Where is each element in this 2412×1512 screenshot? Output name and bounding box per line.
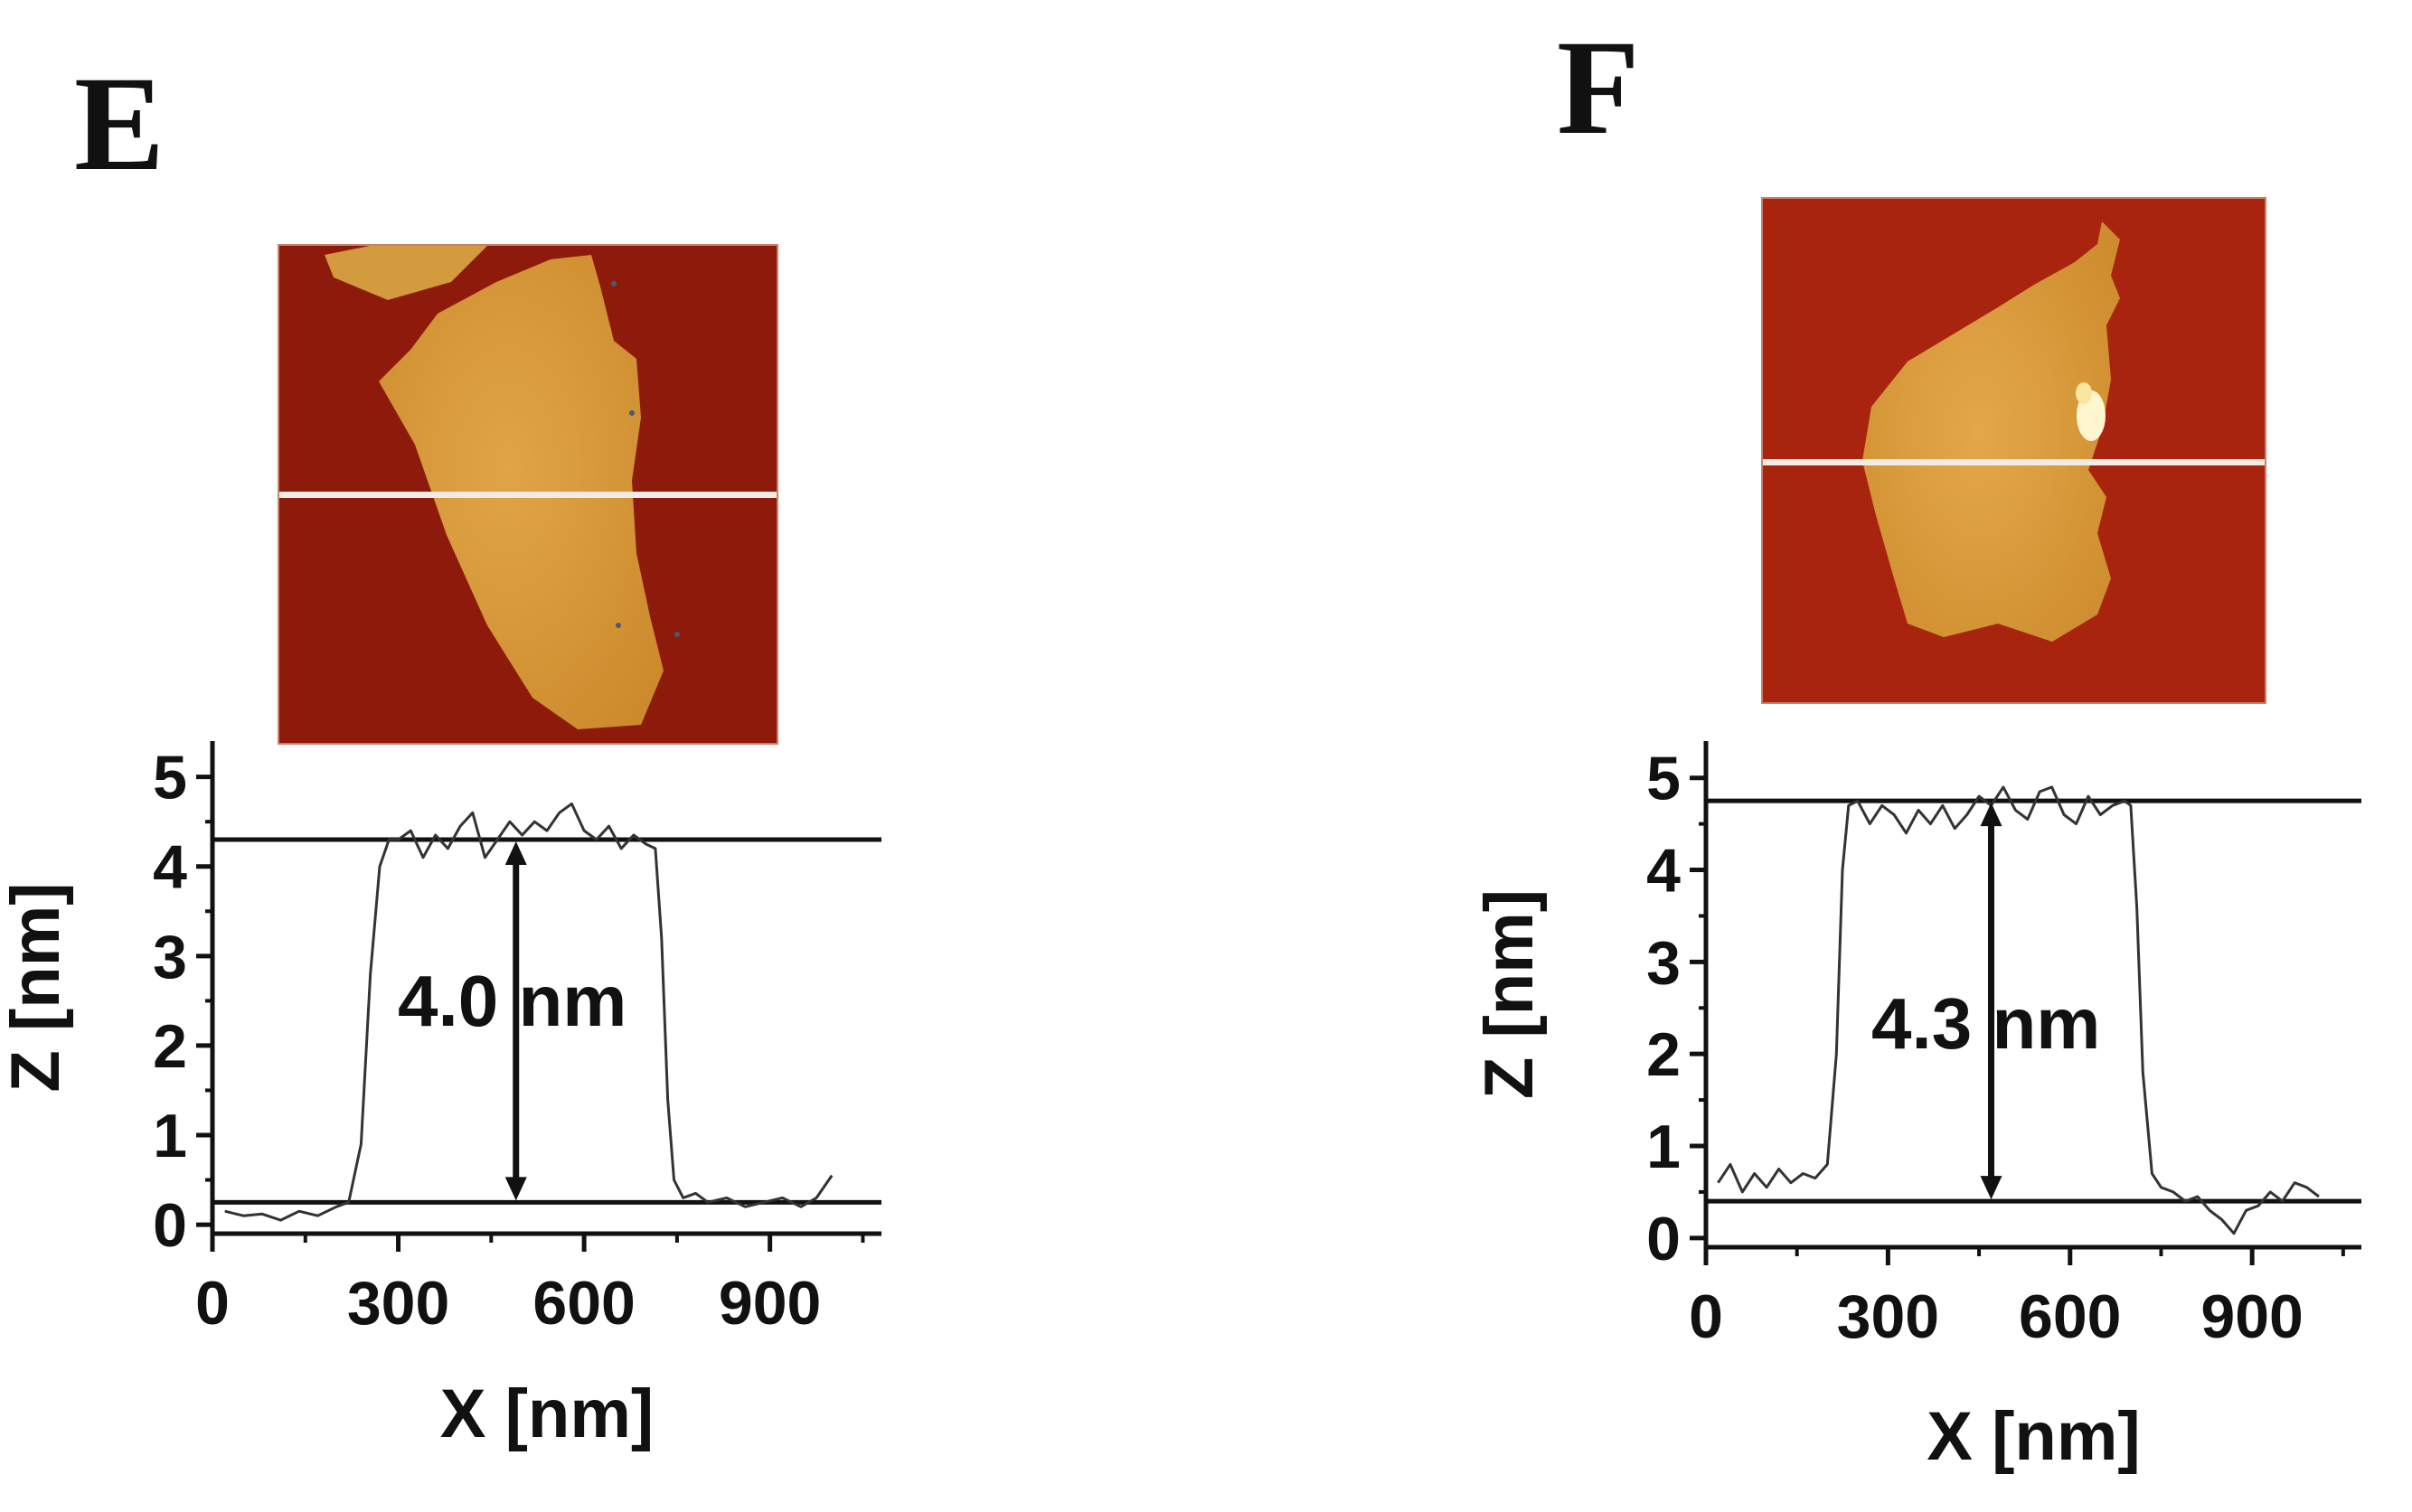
y-tick-label-e-4: 4 bbox=[153, 833, 187, 902]
arrow-head-top-f bbox=[1980, 803, 2002, 827]
y-tick-label-f-2: 2 bbox=[1646, 1020, 1681, 1089]
y-tick-label-e-0: 0 bbox=[153, 1191, 187, 1260]
y-tick-label-e-3: 3 bbox=[153, 923, 187, 991]
x-tick-label-f-1: 300 bbox=[1837, 1282, 1939, 1351]
profile-line-f bbox=[1717, 785, 2320, 1235]
profile-plot-f: 0 1 2 3 4 5 0 300 600 900 X [nm] Z [nm] 4.3 nm bbox=[1471, 741, 2361, 1475]
afm-image-f bbox=[1761, 197, 2266, 704]
arrow-head-bottom-e bbox=[504, 1177, 527, 1201]
x-tick-label-e-3: 900 bbox=[719, 1269, 821, 1338]
arrow-head-bottom-f bbox=[1980, 1176, 2002, 1200]
x-tick-label-f-0: 0 bbox=[1689, 1282, 1723, 1351]
y-tick-label-e-2: 2 bbox=[153, 1012, 187, 1081]
y-tick-label-f-0: 0 bbox=[1646, 1205, 1681, 1273]
y-tick-label-f-3: 3 bbox=[1646, 928, 1681, 997]
x-tick-label-f-3: 900 bbox=[2200, 1282, 2303, 1351]
x-axis-label-f: X [nm] bbox=[1927, 1398, 2140, 1475]
profile-plot-e: 0 1 2 3 4 5 0 300 600 900 X [nm] Z [nm] 4.0 nm bbox=[0, 741, 881, 1452]
panel-letter-e: E bbox=[74, 49, 165, 199]
y-tick-label-f-1: 1 bbox=[1646, 1113, 1681, 1181]
height-annotation-f: 4.3 nm bbox=[1871, 983, 2100, 1064]
y-tick-label-f-5: 5 bbox=[1646, 745, 1681, 813]
x-tick-label-f-2: 600 bbox=[2019, 1282, 2121, 1351]
panel-letter-f: F bbox=[1557, 13, 1640, 163]
x-tick-label-e-1: 300 bbox=[347, 1269, 449, 1338]
y-tick-label-e-1: 1 bbox=[153, 1102, 187, 1170]
afm-image-e bbox=[278, 244, 778, 745]
y-tick-label-e-5: 5 bbox=[153, 744, 187, 812]
height-annotation-e: 4.0 nm bbox=[398, 961, 627, 1041]
x-tick-label-e-0: 0 bbox=[195, 1269, 230, 1338]
x-axis-label-e: X [nm] bbox=[440, 1376, 654, 1452]
arrow-head-top-e bbox=[504, 841, 527, 865]
y-tick-label-f-4: 4 bbox=[1646, 837, 1681, 906]
x-tick-label-e-2: 600 bbox=[532, 1269, 635, 1338]
y-axis-label-f: Z [nm] bbox=[1471, 889, 1548, 1099]
profile-line-e bbox=[224, 802, 834, 1222]
y-axis-label-e: Z [nm] bbox=[0, 882, 74, 1092]
